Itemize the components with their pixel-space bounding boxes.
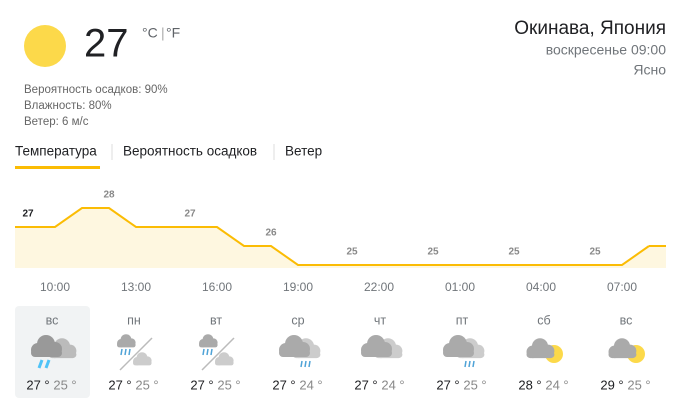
rain-drop	[120, 348, 123, 356]
tab[interactable]: Температура	[15, 144, 97, 159]
x-tick-label: 10:00	[40, 280, 70, 294]
x-tick-label: 22:00	[364, 280, 394, 294]
day-name: вт	[210, 313, 222, 327]
cloud-icon	[199, 334, 218, 348]
cloud-part	[526, 350, 555, 359]
rain-drop	[300, 360, 303, 368]
high-temp: 27 °	[436, 377, 459, 392]
tab[interactable]: Вероятность осадков	[123, 144, 257, 159]
rain-drop	[304, 360, 307, 368]
high-temp: 29 °	[600, 377, 623, 392]
x-tick-label: 19:00	[283, 280, 313, 294]
day-name: вс	[620, 313, 633, 327]
detail: Влажность: 80%	[24, 100, 112, 112]
value-label: 25	[427, 247, 439, 258]
cloud-icon	[215, 352, 234, 366]
low-temp: 24 °	[299, 377, 322, 392]
rain-drop	[468, 360, 471, 368]
rain-drop	[472, 360, 475, 368]
cloud-part	[443, 349, 474, 357]
cloud-part	[608, 350, 637, 359]
detail: Вероятность осадков: 90%	[24, 84, 168, 96]
time: воскресенье 09:00	[546, 42, 666, 58]
day-name: сб	[537, 313, 550, 327]
day-name: чт	[374, 313, 387, 327]
high-temp: 27 °	[26, 377, 49, 392]
value-label: 25	[346, 247, 358, 258]
sun-icon	[24, 25, 66, 67]
day-name: пн	[127, 313, 141, 327]
slash	[119, 337, 153, 371]
low-temp: 25 °	[463, 377, 486, 392]
tab-indicator	[15, 166, 100, 169]
cloud-icon	[443, 335, 474, 357]
cloud-icon	[31, 335, 62, 357]
high-temp: 27 °	[272, 377, 295, 392]
rain-drop	[128, 348, 131, 356]
cloud-icon	[133, 352, 152, 366]
rain-drop	[202, 348, 205, 356]
low-temp: 25 °	[217, 377, 240, 392]
day-name: вс	[46, 313, 59, 327]
x-tick-label: 04:00	[526, 280, 556, 294]
cloud-icon	[279, 335, 310, 357]
low-temp: 24 °	[381, 377, 404, 392]
value-label: 27	[22, 209, 34, 220]
value-label: 25	[589, 247, 601, 258]
value-label: 25	[508, 247, 520, 258]
x-tick-label: 01:00	[445, 280, 475, 294]
temperature-line	[28, 207, 650, 266]
x-tick-label: 16:00	[202, 280, 232, 294]
low-temp: 25 °	[627, 377, 650, 392]
unit-celsius[interactable]: °C	[142, 25, 158, 41]
cloud-part	[361, 349, 392, 357]
rain-drop	[124, 348, 127, 356]
cloud-part	[199, 342, 218, 348]
cloud-icon	[361, 335, 392, 357]
rain-drop	[308, 360, 311, 368]
rain-drop	[37, 359, 44, 369]
unit-fahrenheit[interactable]: °F	[166, 25, 180, 41]
day-name: ср	[291, 313, 304, 327]
day-name: пт	[456, 313, 469, 327]
x-tick-label: 07:00	[607, 280, 637, 294]
unit-separator: |	[161, 25, 165, 41]
high-temp: 27 °	[354, 377, 377, 392]
value-label: 28	[103, 190, 115, 201]
high-temp: 27 °	[190, 377, 213, 392]
current-temperature: 27	[84, 22, 129, 66]
rain-drop	[464, 360, 467, 368]
rain-drop	[206, 348, 209, 356]
high-temp: 27 °	[108, 377, 131, 392]
tab[interactable]: Ветер	[285, 144, 322, 159]
cloud-icon	[608, 338, 637, 359]
value-label: 26	[265, 228, 277, 239]
rain-drop	[44, 359, 51, 369]
cloud-part	[117, 342, 136, 348]
location: Окинава, Япония	[514, 18, 666, 39]
cloud-part	[215, 360, 234, 366]
cloud-part	[31, 349, 62, 357]
x-tick-label: 13:00	[121, 280, 151, 294]
slash	[201, 337, 235, 371]
low-temp: 25 °	[53, 377, 76, 392]
low-temp: 25 °	[135, 377, 158, 392]
condition: Ясно	[633, 62, 666, 78]
cloud-part	[133, 360, 152, 366]
rain-drop	[210, 348, 213, 356]
cloud-icon	[117, 334, 136, 348]
value-label: 27	[184, 209, 196, 220]
cloud-icon	[526, 338, 555, 359]
cloud-part	[279, 349, 310, 357]
detail: Ветер: 6 м/с	[24, 116, 89, 128]
area-fill	[15, 208, 666, 268]
high-temp: 28 °	[518, 377, 541, 392]
low-temp: 24 °	[545, 377, 568, 392]
